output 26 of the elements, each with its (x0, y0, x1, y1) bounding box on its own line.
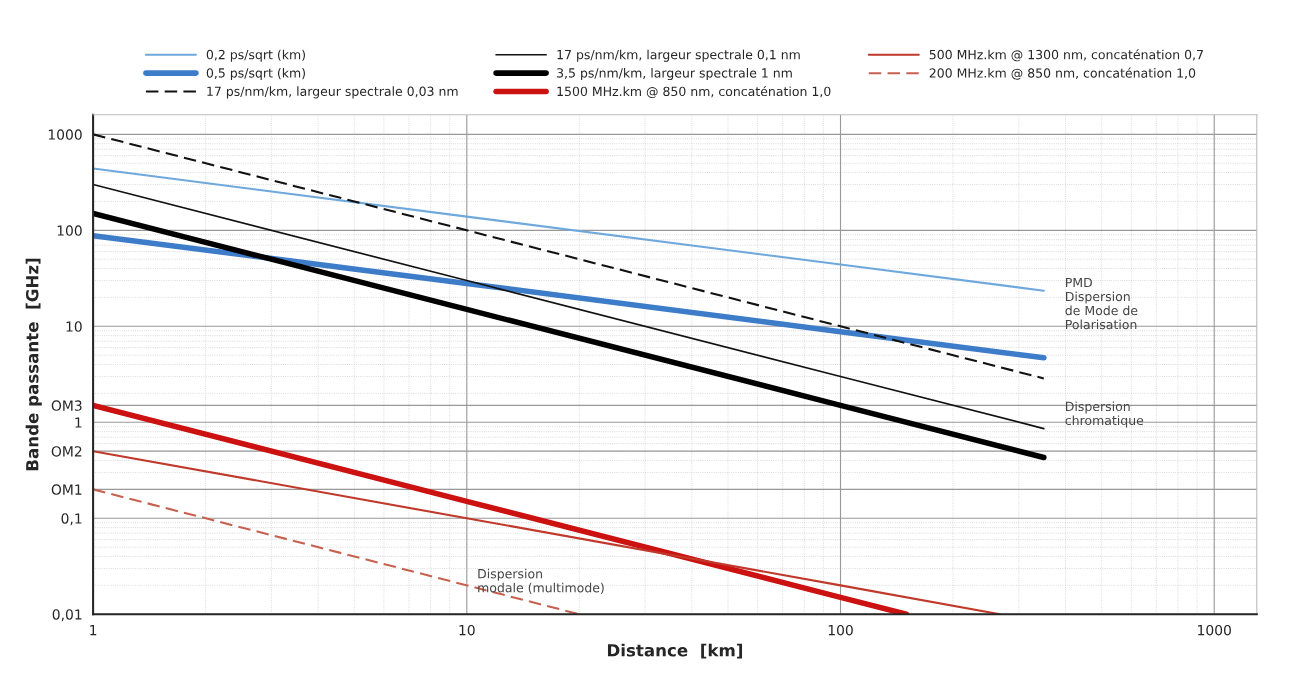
y-tick-label: 100 (57, 225, 82, 236)
legend-label: 17 ps/nm/km, largeur spectrale 0,03 nm (207, 86, 458, 99)
legend-label: 17 ps/nm/km, largeur spectrale 0,1 nm (557, 49, 800, 62)
y-tick-label: 0,1 (61, 513, 82, 526)
y-axis-title: Bande passante [GHz] (25, 258, 42, 471)
legend-label: 1500 MHz.km @ 850 nm, concaténation 1,0 (557, 85, 831, 99)
x-axis-title: Distance [km] (607, 643, 743, 659)
legend-label: 0,2 ps/sqrt (km) (206, 49, 305, 62)
y-tick-label: OM2 (51, 446, 82, 457)
y-tick-label: 10 (66, 321, 82, 332)
x-tick-label: 100 (828, 624, 853, 636)
x-tick-label: 1000 (1198, 624, 1231, 636)
x-tick-label: 1 (90, 625, 97, 636)
y-tick-label: OM1 (51, 484, 82, 495)
legend-label: 200 MHz.km @ 850 nm, concaténation 1,0 (929, 67, 1196, 80)
x-tick-label: 10 (459, 624, 475, 636)
y-tick-label: OM3 (51, 400, 82, 411)
legend-label: 500 MHz.km @ 1300 nm, concaténation 0,7 (929, 49, 1203, 62)
y-tick-label: 1000 (48, 129, 82, 140)
annotation: Dispersion chromatique (1065, 401, 1144, 428)
y-tick-label: 1 (75, 417, 82, 428)
annotation: PMD Dispersion de Mode de Polarisation (1065, 277, 1138, 330)
legend-label: 3,5 ps/nm/km, largeur spectrale 1 nm (557, 67, 792, 81)
legend-label: 0,5 ps/sqrt (km) (206, 67, 305, 81)
annotation: Dispersion modale (multimode) (478, 568, 604, 594)
y-tick-label: 0,01 (52, 609, 82, 622)
